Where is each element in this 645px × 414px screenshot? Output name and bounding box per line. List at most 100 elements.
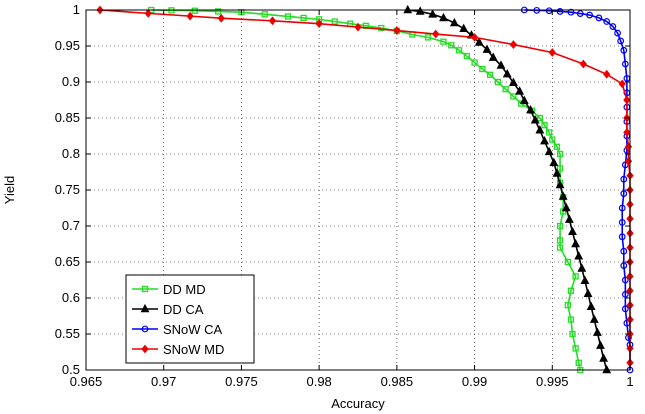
data-point-snow-ca — [603, 18, 611, 25]
data-point-dd-ca — [574, 251, 584, 260]
data-point-dd-md — [448, 42, 455, 49]
series-dd-ca — [403, 4, 612, 374]
y-tick-label: 0.75 — [55, 182, 80, 197]
data-point-dd-md — [455, 47, 463, 54]
legend-label: SNoW MD — [163, 342, 224, 357]
data-point-dd-ca — [568, 226, 577, 236]
data-point-snow-ca — [618, 204, 626, 212]
data-point-dd-md — [556, 150, 564, 158]
data-point-snow-ca — [618, 233, 626, 241]
data-point-dd-md — [284, 13, 292, 20]
y-tick-label: 0.65 — [55, 254, 80, 269]
data-point-dd-ca — [571, 238, 581, 248]
data-point-snow-ca — [617, 37, 625, 45]
data-point-dd-ca — [428, 9, 438, 18]
data-point-dd-md — [331, 18, 338, 25]
legend-swatch-marker — [141, 344, 149, 354]
data-point-dd-md — [502, 86, 509, 93]
data-point-dd-ca — [415, 6, 425, 15]
data-point-snow-md — [603, 69, 611, 79]
data-point-snow-ca — [556, 8, 564, 15]
data-point-dd-ca — [496, 60, 506, 69]
data-point-dd-md — [261, 11, 268, 18]
y-tick-label: 0.5 — [62, 362, 80, 377]
data-point-dd-ca — [549, 157, 559, 166]
legend-label: SNoW CA — [163, 322, 223, 337]
data-point-dd-md — [575, 359, 582, 366]
data-point-dd-ca — [564, 214, 574, 223]
data-point-dd-ca — [439, 12, 448, 22]
data-point-dd-md — [479, 65, 486, 73]
data-point-dd-md — [556, 244, 564, 251]
y-axis-label: Yield — [2, 176, 17, 204]
data-point-dd-md — [564, 302, 571, 309]
data-point-dd-ca — [558, 191, 568, 200]
data-point-snow-ca — [620, 247, 628, 255]
data-point-snow-ca — [609, 23, 617, 30]
y-tick-label: 0.9 — [62, 74, 80, 89]
data-point-snow-md — [618, 79, 626, 89]
data-point-dd-ca — [459, 23, 469, 33]
legend: DD MD DD CA SNoW CA SNoW MD — [125, 274, 255, 364]
series-dd-md — [148, 6, 584, 374]
data-point-snow-md — [623, 128, 631, 137]
data-point-snow-ca — [586, 11, 593, 19]
data-point-dd-md — [440, 38, 447, 45]
data-point-dd-ca — [599, 353, 609, 362]
data-point-dd-ca — [580, 275, 590, 285]
data-point-snow-ca — [595, 14, 603, 22]
data-point-dd-ca — [502, 69, 512, 78]
data-point-snow-md — [548, 48, 556, 57]
x-axis-label: Accuracy — [331, 396, 385, 411]
x-tick-label: 0.965 — [70, 374, 103, 389]
x-tick-label: 0.975 — [225, 374, 258, 389]
data-point-snow-md — [470, 32, 479, 42]
data-point-snow-md — [509, 40, 518, 49]
data-point-snow-md — [432, 29, 440, 39]
data-point-dd-md — [572, 273, 579, 280]
data-point-snow-ca — [618, 218, 626, 226]
legend-swatch-marker — [141, 285, 149, 293]
data-point-dd-ca — [449, 17, 459, 27]
x-tick-label: 0.995 — [536, 374, 569, 389]
data-point-snow-md — [579, 59, 588, 69]
x-tick-label: 0.99 — [462, 374, 487, 389]
data-point-dd-md — [191, 7, 198, 14]
data-point-dd-md — [510, 93, 517, 100]
data-point-snow-md — [623, 95, 631, 105]
data-point-dd-ca — [592, 327, 602, 336]
data-point-dd-ca — [508, 77, 518, 87]
data-point-dd-md — [546, 129, 553, 136]
x-tick-label: 0.98 — [306, 374, 331, 389]
data-point-dd-ca — [552, 168, 562, 177]
data-point-dd-ca — [544, 146, 554, 156]
data-point-dd-ca — [555, 179, 565, 189]
y-tick-label: 0.95 — [55, 38, 80, 53]
legend-item-snow-md: SNoW MD — [132, 342, 224, 357]
data-point-dd-ca — [540, 135, 549, 145]
data-point-dd-ca — [526, 105, 535, 114]
data-point-snow-ca — [621, 276, 629, 284]
data-point-dd-md — [214, 8, 222, 15]
data-point-dd-md — [567, 287, 575, 294]
data-point-snow-ca — [621, 60, 629, 68]
data-point-dd-ca — [583, 288, 593, 297]
data-point-dd-md — [549, 136, 556, 143]
x-tick-label: 0.97 — [151, 374, 176, 389]
y-tick-label: 0.6 — [62, 290, 80, 305]
legend-label: DD CA — [163, 302, 204, 317]
x-tick-label: 1 — [626, 374, 633, 389]
data-point-snow-ca — [620, 190, 628, 198]
data-point-dd-md — [463, 52, 470, 60]
data-point-snow-ca — [567, 8, 575, 16]
data-point-dd-md — [486, 71, 494, 78]
data-point-dd-ca — [577, 263, 587, 272]
data-point-dd-ca — [602, 364, 612, 374]
y-tick-label: 1 — [73, 2, 80, 17]
data-point-dd-ca — [488, 52, 498, 61]
data-point-dd-md — [424, 34, 432, 41]
grid-lines — [86, 10, 630, 370]
data-point-snow-ca — [620, 262, 628, 270]
legend-swatch-marker — [141, 325, 149, 333]
data-point-snow-md — [393, 26, 401, 35]
